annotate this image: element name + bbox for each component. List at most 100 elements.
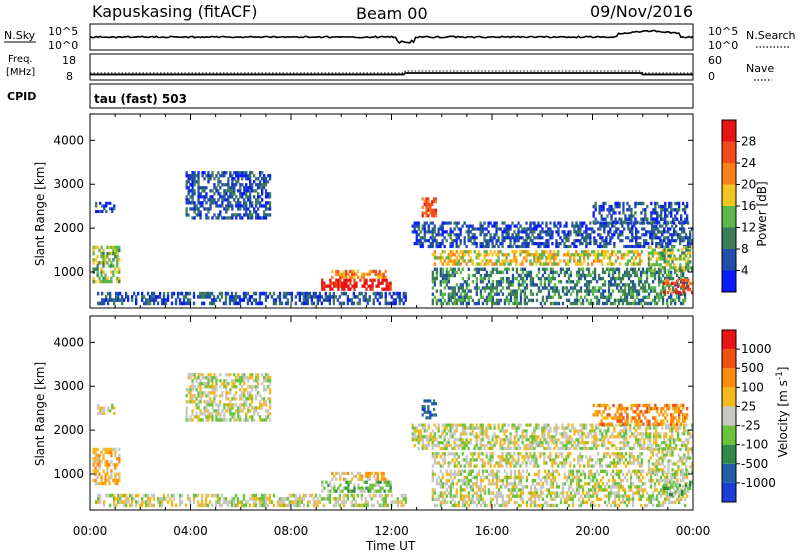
data-cell (260, 497, 264, 501)
data-cell (511, 283, 515, 287)
data-cell (141, 503, 144, 508)
data-cell (378, 272, 381, 276)
data-cell (380, 493, 383, 498)
data-cell (527, 446, 530, 451)
data-cell (385, 480, 388, 484)
data-cell (539, 224, 542, 228)
data-cell (237, 415, 240, 419)
data-cell (523, 242, 526, 246)
data-cell (663, 260, 666, 264)
data-cell (261, 177, 264, 181)
data-cell (551, 295, 555, 299)
data-cell (236, 301, 240, 306)
data-cell (581, 233, 584, 237)
data-cell (339, 483, 342, 487)
data-cell (621, 283, 625, 287)
data-cell (445, 262, 448, 266)
data-cell (141, 295, 144, 299)
data-cell (475, 301, 478, 306)
data-cell (647, 245, 651, 249)
data-cell (653, 301, 657, 306)
data-cell (108, 264, 111, 268)
data-cell (213, 385, 216, 389)
data-cell (551, 233, 554, 237)
data-cell (587, 236, 590, 240)
data-cell (372, 269, 375, 273)
data-cell (229, 171, 232, 175)
data-cell (589, 423, 592, 427)
data-cell (559, 236, 562, 240)
data-cell (643, 301, 647, 306)
data-cell (349, 278, 352, 282)
data-cell (661, 286, 665, 290)
data-cell (168, 497, 172, 501)
data-cell (682, 270, 685, 275)
data-cell (614, 201, 617, 206)
data-cell (479, 273, 483, 278)
data-cell (364, 272, 368, 276)
data-cell (245, 186, 248, 190)
data-cell (427, 444, 430, 448)
data-cell (241, 192, 244, 196)
data-cell (193, 204, 196, 208)
data-cell (467, 239, 470, 243)
data-cell (431, 280, 434, 284)
data-cell (635, 435, 638, 439)
data-cell (145, 298, 148, 302)
data-cell (479, 438, 482, 442)
data-cell (657, 295, 661, 299)
data-cell (170, 503, 174, 508)
data-cell (563, 432, 566, 436)
data-cell (218, 503, 222, 508)
data-cell (523, 444, 526, 448)
data-cell (110, 270, 113, 274)
data-cell (667, 260, 670, 264)
data-cell (661, 441, 664, 445)
data-cell (603, 289, 607, 293)
data-cell (353, 284, 356, 288)
data-cell (243, 373, 246, 377)
data-cell (105, 493, 108, 498)
data-cell (387, 489, 390, 493)
data-cell (670, 273, 673, 278)
data-cell (268, 403, 272, 407)
data-cell (614, 259, 618, 263)
data-cell (329, 278, 332, 282)
nave-trace (90, 70, 693, 74)
data-cell (607, 426, 610, 430)
data-cell (263, 183, 266, 187)
data-cell (329, 281, 332, 285)
data-cell (417, 227, 420, 231)
data-cell (655, 435, 658, 439)
data-cell (296, 500, 299, 504)
data-cell (467, 236, 470, 240)
data-cell (174, 301, 178, 306)
data-cell (603, 283, 607, 287)
data-cell (511, 292, 515, 296)
data-cell (263, 376, 266, 380)
data-cell (625, 432, 628, 436)
data-cell (383, 278, 386, 282)
data-cell (280, 497, 284, 501)
data-cell (335, 272, 338, 276)
data-cell (555, 239, 558, 243)
data-cell (651, 269, 654, 273)
data-cell (249, 213, 252, 217)
data-cell (370, 497, 373, 501)
data-cell (207, 174, 210, 178)
data-cell (647, 269, 651, 273)
data-cell (146, 503, 150, 508)
data-cell (337, 278, 340, 282)
data-cell (350, 269, 354, 273)
data-cell (396, 503, 399, 508)
data-cell (459, 444, 462, 448)
data-cell (310, 301, 313, 306)
data-cell (225, 204, 228, 208)
data-cell (517, 423, 520, 427)
data-cell (649, 270, 653, 275)
data-cell (95, 201, 98, 205)
data-cell (347, 486, 350, 490)
data-cell (602, 204, 605, 209)
data-cell (263, 186, 266, 190)
data-cell (201, 376, 204, 380)
